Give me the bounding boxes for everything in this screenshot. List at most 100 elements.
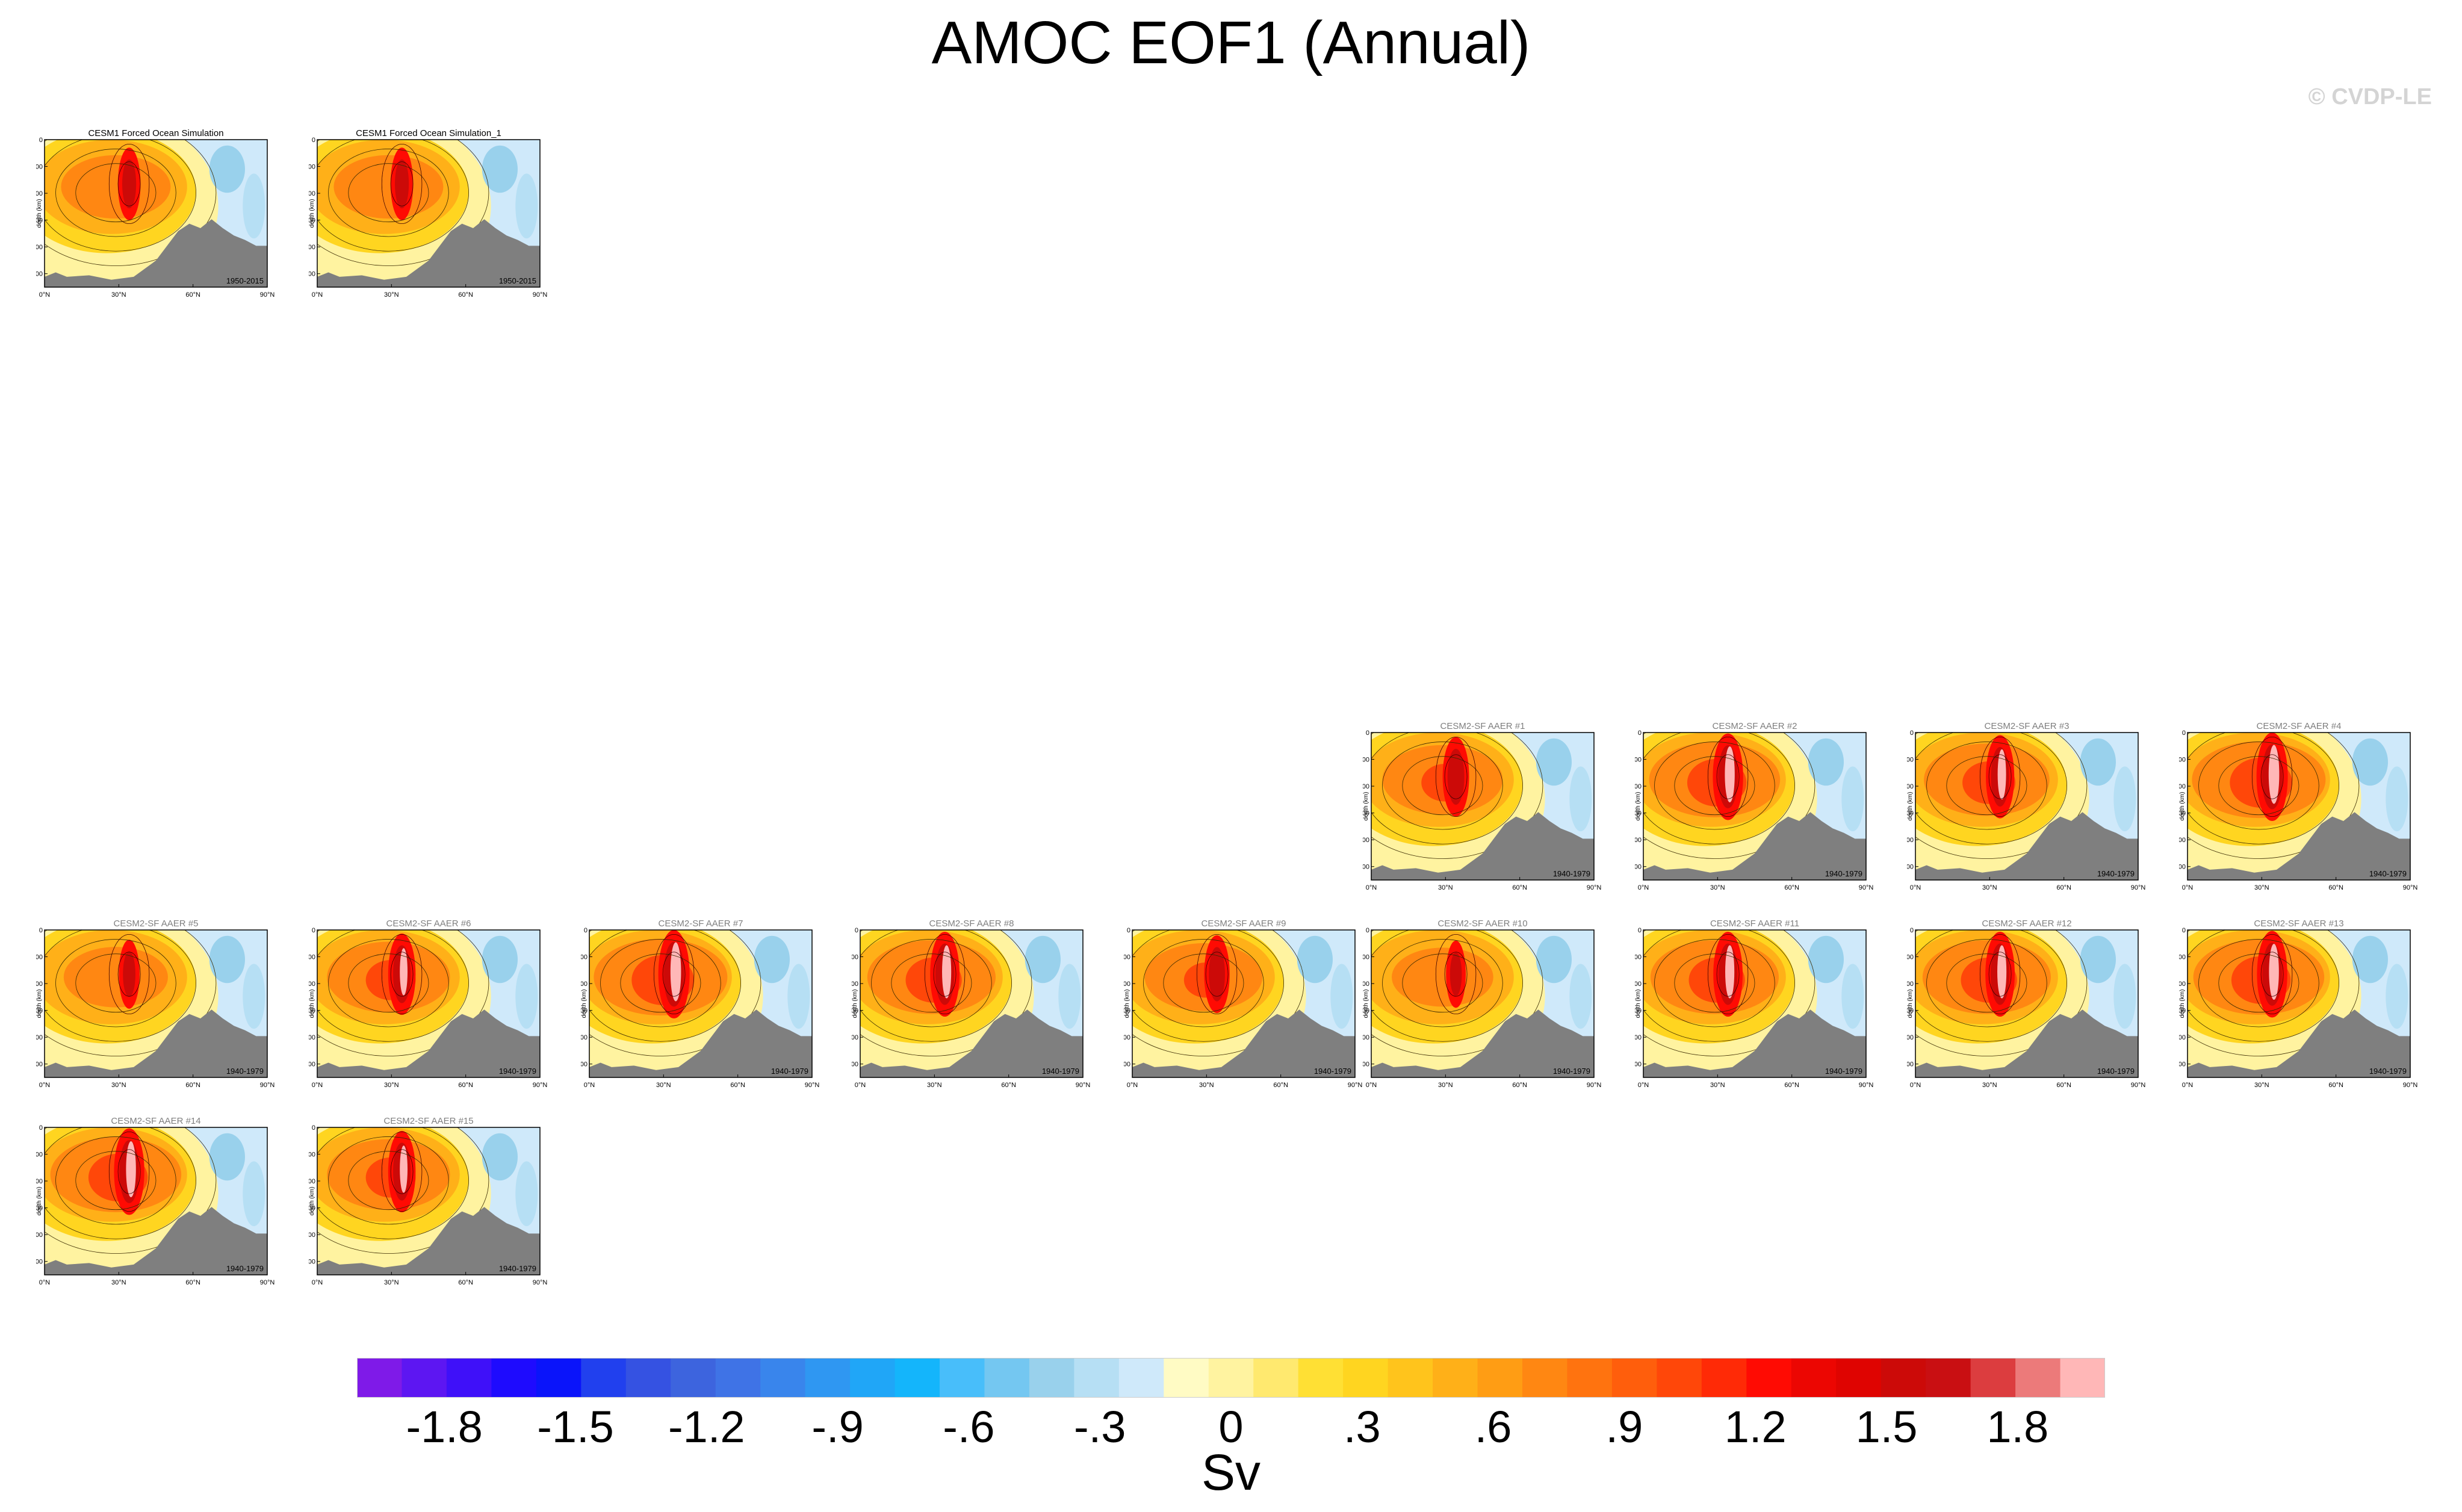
colorbar-tick-label: -.9 — [811, 1402, 863, 1448]
x-tick-label: 0°N — [1638, 1082, 1649, 1089]
colorbar-swatch — [402, 1358, 447, 1398]
panel-frame — [589, 929, 813, 1078]
x-tick-label: 0°N — [312, 1082, 323, 1089]
land-mask — [2188, 1009, 2410, 1077]
colorbar-swatch — [1343, 1358, 1389, 1398]
y-tick-label: 2000 — [1907, 783, 1914, 790]
y-tick-label: 1000 — [1635, 757, 1642, 764]
contour-line — [871, 939, 992, 1027]
colorbar-swatch — [895, 1358, 940, 1398]
panel-plot: CESM2-SF AAER #4 1940-1979 0 1000 2000 3000 40… — [2179, 721, 2417, 891]
field-pink-max — [942, 945, 952, 999]
x-tick-label: 90°N — [1348, 1082, 1363, 1089]
y-tick-label: 2000 — [309, 1178, 315, 1185]
contour-line — [1402, 953, 1483, 1013]
colorbar-swatch — [536, 1358, 581, 1398]
contour-line — [1707, 736, 1749, 817]
contour-line — [328, 1136, 449, 1225]
y-tick-label: 3000 — [852, 1008, 858, 1015]
panel-cesm1-forced-ocean: CESM1 Forced Ocean Simulation 1950-2015 0 1… — [36, 125, 277, 306]
field-blue-patch — [2113, 964, 2136, 1029]
contour-line — [1988, 754, 2012, 799]
colorbar-swatch — [1746, 1358, 1792, 1398]
contour-line — [2188, 733, 2339, 844]
contour-line — [1988, 952, 2012, 997]
y-tick-label: 1000 — [1635, 954, 1642, 961]
contour-line — [1707, 934, 1749, 1015]
x-tick-label: 60°N — [1512, 1082, 1527, 1089]
colorbar-swatch — [1611, 1358, 1657, 1398]
colorbar-swatch — [581, 1358, 627, 1398]
colorbar-tick-label: -1.2 — [668, 1402, 745, 1448]
contour-line — [390, 952, 414, 997]
field-pink-max — [1997, 945, 2007, 999]
contour-line — [75, 953, 157, 1013]
field-pink-max — [1997, 749, 2006, 800]
y-tick-label: 4000 — [309, 244, 315, 251]
panel-aaer-9: CESM2-SF AAER #9 1940-1979 0 1000 2000 3000 40… — [1124, 916, 1365, 1096]
field-dark-orange — [63, 947, 168, 1008]
panel-title: CESM2-SF AAER #13 — [2254, 919, 2343, 929]
panel-plot: CESM2-SF AAER #11 1940-1979 0 1000 2000 3000 4… — [1635, 919, 1874, 1089]
land-mask — [1915, 812, 2138, 880]
y-tick-label: 4000 — [2179, 1034, 2186, 1041]
colorbar-swatch — [1433, 1358, 1478, 1398]
panel-title: CESM2-SF AAER #7 — [659, 919, 743, 929]
contour-line — [924, 934, 966, 1015]
x-tick-label: 30°N — [111, 1082, 126, 1089]
panel-frame — [1371, 732, 1595, 881]
panel-title: CESM2-SF AAER #1 — [1440, 721, 1525, 731]
y-axis-label: depth (km) — [1363, 792, 1369, 821]
contour-line — [2218, 953, 2299, 1013]
contour-line — [328, 939, 449, 1027]
panel-plot: CESM1 Forced Ocean Simulation_1 1950-2015… — [309, 128, 547, 299]
colorbar-swatch — [805, 1358, 851, 1398]
y-tick-label: 4000 — [36, 1232, 43, 1239]
contour-line — [117, 161, 141, 206]
colorbar-swatch — [625, 1358, 671, 1398]
x-tick-label: 90°N — [533, 1279, 548, 1286]
contour-line — [1435, 736, 1477, 817]
colorbar-swatch — [1208, 1358, 1254, 1398]
field-pink-max — [1725, 945, 1735, 999]
contour-line — [1915, 930, 2088, 1056]
field-blue-patch — [1841, 766, 1864, 832]
panel-period-label: 1940-1979 — [771, 1067, 808, 1076]
field-pink-max — [2268, 745, 2280, 804]
y-tick-label: 2000 — [1363, 783, 1369, 790]
panel-title: CESM1 Forced Ocean Simulation — [88, 128, 223, 138]
x-tick-label: 30°N — [1982, 1082, 1997, 1089]
panel-frame — [44, 139, 268, 288]
y-tick-label: 4000 — [1635, 837, 1642, 844]
y-axis-label: depth (km) — [36, 990, 43, 1018]
y-tick-label: 1000 — [852, 954, 858, 961]
field-blue-patch — [1841, 964, 1864, 1029]
y-tick-label: 4000 — [1635, 1034, 1642, 1041]
colorbar-swatch — [1926, 1358, 1971, 1398]
field-blue-patch — [243, 964, 265, 1029]
contour-line — [45, 1127, 196, 1239]
x-tick-label: 30°N — [384, 291, 399, 299]
y-axis-label: depth (km) — [1907, 990, 1914, 1018]
panel-frame — [44, 929, 268, 1078]
panel-aaer-6: CESM2-SF AAER #6 1940-1979 0 1000 2000 3000 40… — [309, 916, 550, 1096]
y-tick-label: 0 — [1127, 927, 1130, 934]
colorbar-tick-label: 0 — [1218, 1402, 1243, 1448]
panel-title: CESM2-SF AAER #8 — [929, 919, 1014, 929]
x-tick-label: 90°N — [1859, 1082, 1874, 1089]
field-blue-patch — [2352, 738, 2388, 786]
panel-frame — [317, 139, 541, 288]
panel-title: CESM2-SF AAER #10 — [1437, 919, 1527, 929]
colorbar-swatch — [1791, 1358, 1837, 1398]
contour-line — [45, 140, 217, 266]
contour-line — [55, 939, 176, 1027]
contour-line — [348, 953, 429, 1013]
y-tick-label: 0 — [39, 137, 43, 144]
y-tick-label: 0 — [1638, 927, 1642, 934]
panel-frame — [317, 1127, 541, 1275]
x-tick-label: 60°N — [1001, 1082, 1016, 1089]
field-dark-orange — [333, 155, 444, 219]
